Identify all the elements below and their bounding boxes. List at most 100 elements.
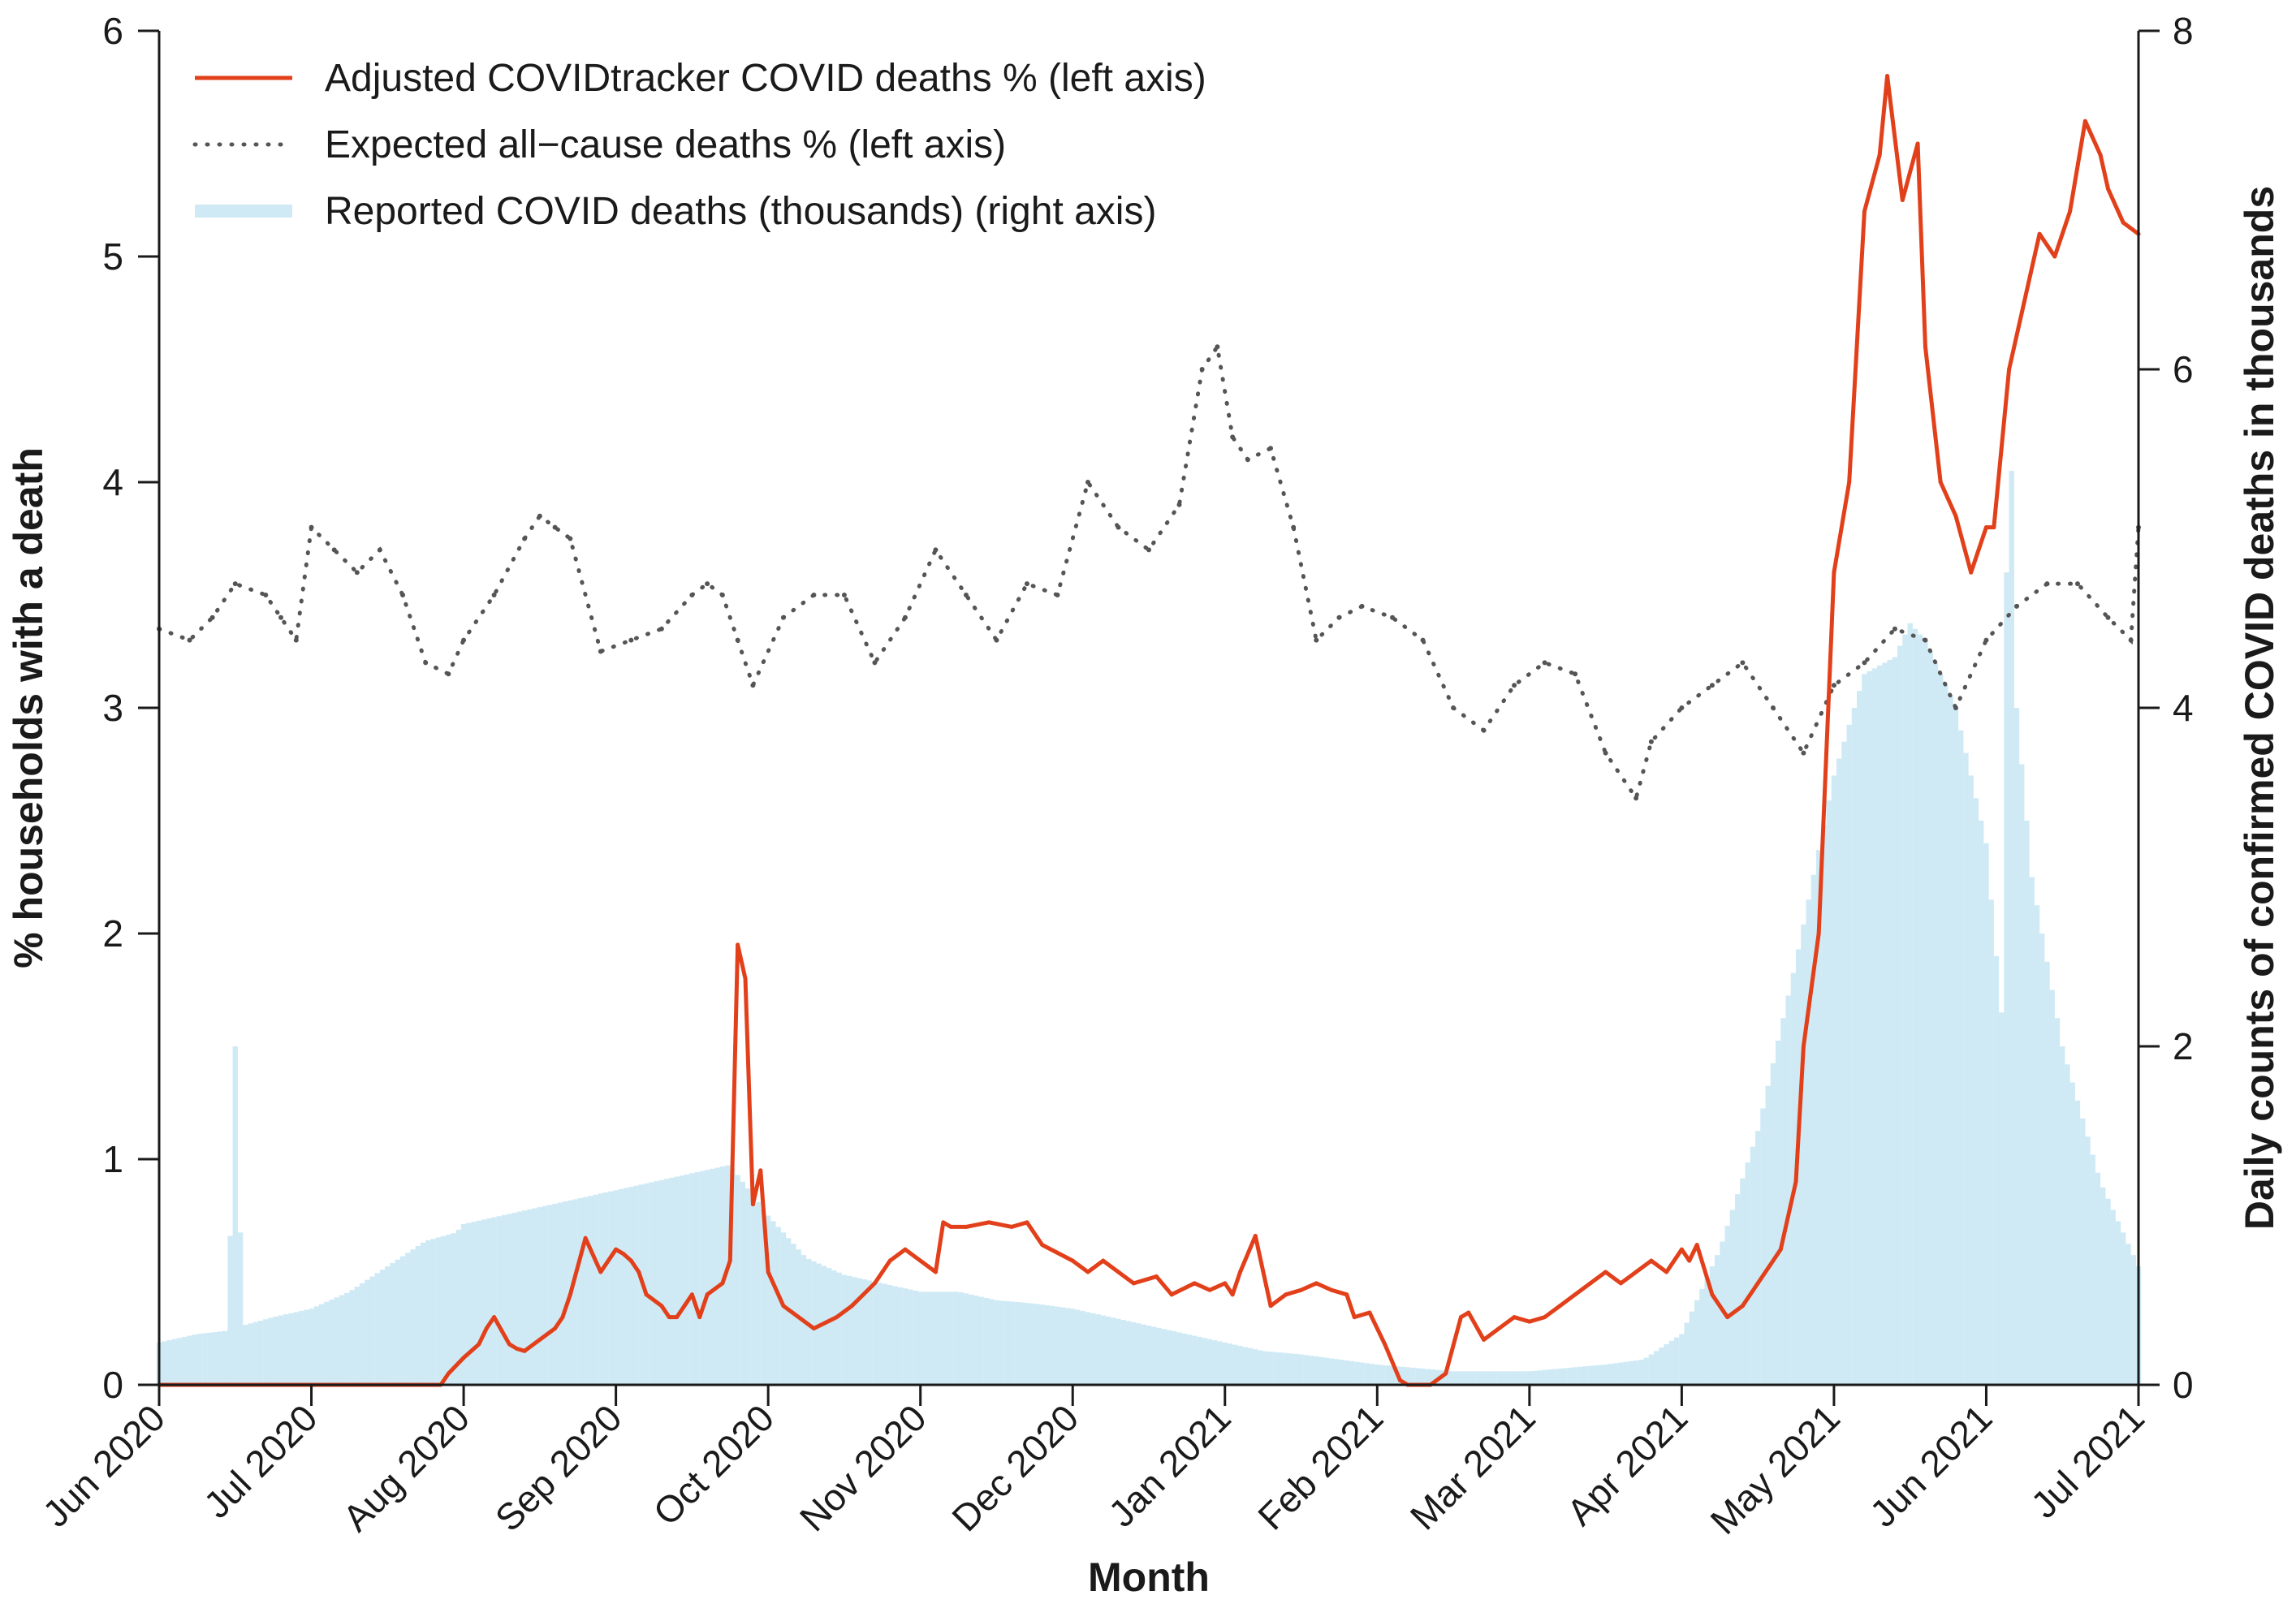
reported-deaths-bar — [1592, 1365, 1599, 1385]
reported-deaths-bar — [313, 1306, 319, 1385]
reported-deaths-bar — [1567, 1367, 1573, 1385]
reported-deaths-bar — [877, 1283, 883, 1385]
adjusted-deaths-point — [675, 1315, 680, 1320]
expected-deaths-point — [232, 581, 238, 587]
reported-deaths-bar — [1684, 1322, 1690, 1385]
adjusted-deaths-point — [736, 942, 740, 947]
reported-deaths-bar — [1714, 1255, 1720, 1385]
adjusted-deaths-point — [614, 1247, 619, 1252]
reported-deaths-bar — [344, 1292, 350, 1385]
y-left-tick-label: 5 — [102, 235, 123, 278]
y-left-tick-label: 1 — [102, 1138, 123, 1180]
reported-deaths-bar — [1461, 1371, 1466, 1385]
reported-deaths-bar — [1603, 1364, 1608, 1385]
expected-deaths-point — [400, 593, 406, 597]
adjusted-deaths-point — [1687, 1258, 1692, 1263]
adjusted-deaths-point — [1816, 931, 1821, 936]
expected-deaths-point — [209, 614, 215, 620]
reported-deaths-bar — [1664, 1343, 1669, 1385]
reported-deaths-bar — [1242, 1347, 1248, 1385]
expected-deaths-point — [1176, 502, 1182, 507]
reported-deaths-bar — [2074, 1100, 2081, 1385]
reported-deaths-bar — [1841, 741, 1847, 1385]
adjusted-deaths-point — [1131, 1281, 1136, 1286]
reported-deaths-bar — [2029, 877, 2035, 1385]
reported-deaths-bar — [1887, 659, 1892, 1385]
reported-deaths-bar — [1151, 1326, 1157, 1385]
reported-deaths-bar — [1979, 821, 1984, 1385]
reported-deaths-bar — [1156, 1327, 1162, 1385]
reported-deaths-bar — [415, 1246, 421, 1385]
reported-deaths-bar — [252, 1322, 258, 1385]
reported-deaths-bar — [1780, 1018, 1786, 1385]
reported-deaths-bar — [385, 1266, 391, 1385]
adjusted-deaths-point — [1223, 1281, 1228, 1286]
reported-deaths-bar — [1856, 691, 1862, 1385]
reported-deaths-bar — [278, 1315, 284, 1385]
adjusted-deaths-point — [1238, 1270, 1243, 1274]
reported-deaths-bar — [1014, 1301, 1020, 1385]
reported-deaths-bar — [846, 1275, 852, 1385]
adjusted-deaths-point — [2098, 153, 2103, 157]
reported-deaths-bar — [1019, 1302, 1025, 1385]
reported-deaths-bar — [1197, 1336, 1202, 1385]
adjusted-deaths-point — [1367, 1310, 1372, 1315]
reported-deaths-bar — [1166, 1330, 1172, 1385]
expected-deaths-point — [1634, 796, 1639, 801]
reported-deaths-bar — [1456, 1371, 1461, 1385]
reported-deaths-bar — [1267, 1352, 1274, 1385]
reported-deaths-bar — [1116, 1318, 1121, 1385]
reported-deaths-bar — [1034, 1304, 1040, 1385]
expected-deaths-point — [872, 660, 878, 666]
adjusted-deaths-point — [461, 1356, 466, 1360]
reported-deaths-bar — [1501, 1371, 1507, 1385]
reported-deaths-bar — [1999, 1012, 2005, 1385]
expected-deaths-point — [1336, 614, 1342, 620]
reported-deaths-bar — [2065, 1064, 2070, 1385]
reported-deaths-bar — [1486, 1371, 1492, 1385]
adjusted-deaths-point — [1557, 1304, 1562, 1309]
reported-deaths-bar — [466, 1222, 472, 1385]
adjusted-deaths-point — [750, 1202, 755, 1207]
expected-deaths-point — [719, 593, 725, 597]
expected-deaths-point — [1230, 434, 1236, 440]
reported-deaths-bar — [2019, 764, 2025, 1385]
reported-deaths-bar — [399, 1256, 406, 1385]
reported-deaths-bar — [420, 1242, 426, 1385]
reported-deaths-bar — [187, 1335, 192, 1385]
expected-deaths-point — [446, 671, 451, 677]
reported-deaths-bar — [1212, 1340, 1218, 1385]
expected-deaths-line — [157, 341, 2141, 804]
reported-deaths-bar — [654, 1181, 659, 1385]
expected-deaths-point — [263, 593, 269, 597]
reported-deaths-bar — [1521, 1371, 1527, 1385]
reported-deaths-bar — [1314, 1356, 1319, 1385]
reported-deaths-bar — [969, 1294, 974, 1385]
expected-deaths-point — [537, 513, 542, 519]
reported-deaths-bar — [2090, 1154, 2095, 1385]
adjusted-deaths-point — [1009, 1224, 1014, 1229]
reported-deaths-bar — [765, 1215, 771, 1385]
adjusted-deaths-point — [933, 1270, 938, 1274]
reported-deaths-bar — [724, 1165, 731, 1385]
adjusted-deaths-point — [2105, 187, 2110, 192]
reported-deaths-bar — [1262, 1351, 1268, 1385]
adjusted-deaths-point — [1832, 570, 1836, 575]
chart-lines — [157, 74, 2141, 1387]
x-tick-label: Oct 2020 — [645, 1396, 782, 1533]
reported-deaths-bar — [669, 1177, 675, 1385]
adjusted-deaths-point — [941, 1220, 946, 1225]
reported-deaths-bar — [1643, 1357, 1649, 1385]
reported-deaths-bar — [1511, 1371, 1517, 1385]
reported-deaths-bar — [582, 1197, 589, 1385]
x-tick-label: Jun 2020 — [34, 1396, 173, 1535]
reported-deaths-bar — [1303, 1355, 1309, 1385]
legend-label-adjusted: Adjusted COVIDtracker COVID deaths % (le… — [325, 57, 1206, 100]
reported-deaths-bar — [1526, 1371, 1533, 1385]
reported-deaths-bar — [1958, 730, 1964, 1385]
reported-deaths-bar — [1136, 1323, 1142, 1385]
reported-deaths-bar — [1369, 1364, 1375, 1385]
y-right-tick-label: 2 — [2173, 1025, 2194, 1067]
adjusted-deaths-point — [986, 1220, 991, 1225]
y-right-tick-label: 8 — [2173, 10, 2194, 52]
